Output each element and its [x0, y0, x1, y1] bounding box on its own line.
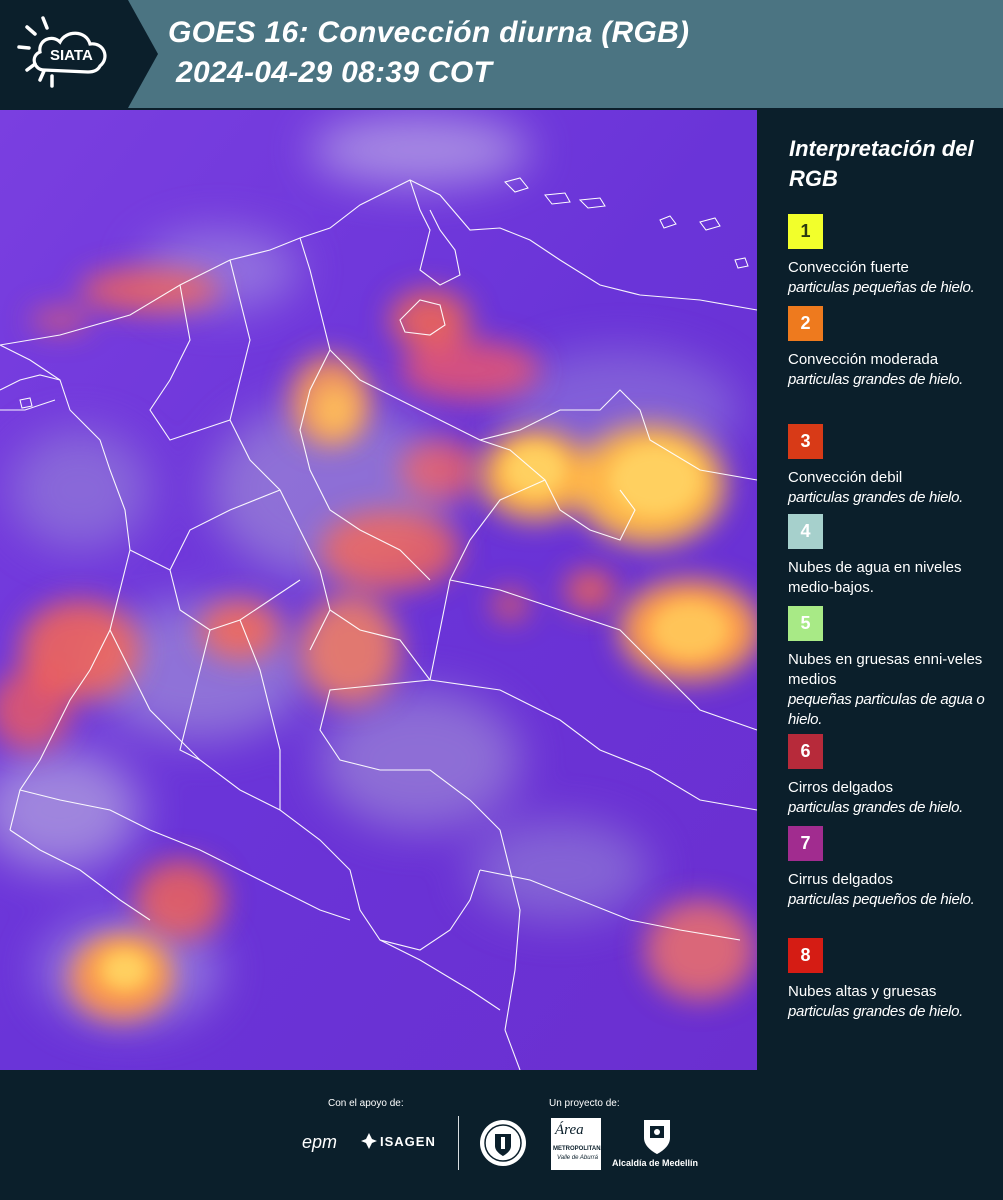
- area-metropolitana-logo: Área METROPOLITANA Valle de Aburrá: [551, 1118, 605, 1170]
- legend-item-4: 4 Nubes de agua en niveles medio-bajos.: [788, 514, 993, 598]
- legend-item-subtitle: particulas pequeños de hielo.: [788, 891, 975, 908]
- alcaldia-label: Alcaldía de Medellín: [612, 1158, 699, 1168]
- legend-item-subtitle: particulas pequeñas de hielo.: [788, 279, 975, 296]
- legend-item-3: 3 Convección debil particulas grandes de h…: [788, 424, 993, 508]
- support-label: Con el apoyo de:: [328, 1098, 404, 1109]
- page-title: GOES 16: Convección diurna (RGB): [168, 16, 690, 49]
- legend-item-2: 2 Convección moderada particulas grandes d…: [788, 306, 993, 390]
- isagen-logo: ISAGEN: [360, 1132, 435, 1155]
- legend-swatch: 1: [788, 214, 823, 249]
- siata-logo-text: SIATA: [50, 47, 93, 64]
- legend-item-title: Nubes altas y gruesas: [788, 983, 937, 1000]
- page-timestamp: 2024-04-29 08:39 COT: [176, 56, 493, 89]
- legend-swatch: 2: [788, 306, 823, 341]
- epm-logo: epm: [302, 1132, 338, 1152]
- footer-divider: [458, 1116, 459, 1170]
- footer: Con el apoyo de: Un proyecto de: epm ISA…: [0, 1070, 1003, 1200]
- legend-swatch: 8: [788, 938, 823, 973]
- header-bar: SIATA GOES 16: Convección diurna (RGB) 2…: [0, 0, 1003, 108]
- siata-logo: SIATA: [0, 0, 160, 108]
- legend-item-subtitle: pequeñas particulas de agua o hielo.: [788, 691, 985, 728]
- legend-item-subtitle: particulas grandes de hielo.: [788, 1003, 964, 1020]
- legend-item-8: 8 Nubes altas y gruesas particulas grandes…: [788, 938, 993, 1022]
- legend-item-1: 1 Convección fuerte particulas pequeñas de…: [788, 214, 993, 298]
- legend-item-title: Convección debil: [788, 469, 903, 486]
- legend-swatch: 6: [788, 734, 823, 769]
- legend-item-title: Nubes de agua en niveles medio-bajos.: [788, 559, 962, 596]
- legend-item-subtitle: particulas grandes de hielo.: [788, 799, 964, 816]
- legend-swatch: 7: [788, 826, 823, 861]
- area-logo-word: Área: [555, 1122, 584, 1138]
- area-logo-line3: Valle de Aburrá: [557, 1155, 598, 1161]
- legend-item-5: 5 Nubes en gruesas enni-veles medios peque…: [788, 606, 993, 730]
- medellin-seal-icon: [478, 1118, 528, 1173]
- legend-item-title: Cirros delgados: [788, 779, 894, 796]
- legend-item-title: Nubes en gruesas enni-veles medios: [788, 651, 983, 688]
- legend-panel: Interpretación del RGB 1 Convección fuert…: [760, 110, 1003, 1070]
- project-label: Un proyecto de:: [549, 1098, 620, 1109]
- legend-item-title: Cirrus delgados: [788, 871, 894, 888]
- area-logo-line2: METROPOLITANA: [553, 1146, 605, 1152]
- legend-item-6: 6 Cirros delgados particulas grandes de hi…: [788, 734, 993, 818]
- legend-swatch: 5: [788, 606, 823, 641]
- legend-swatch: 4: [788, 514, 823, 549]
- legend-item-title: Convección moderada: [788, 351, 939, 368]
- isagen-icon: [361, 1133, 377, 1149]
- legend-item-subtitle: particulas grandes de hielo.: [788, 371, 964, 388]
- legend-item-7: 7 Cirrus delgados particulas pequeños de h…: [788, 826, 993, 910]
- legend-swatch: 3: [788, 424, 823, 459]
- satellite-map: [0, 110, 757, 1070]
- legend-item-subtitle: particulas grandes de hielo.: [788, 489, 964, 506]
- legend-title: Interpretación del RGB: [789, 136, 974, 191]
- satellite-image: [0, 110, 757, 1070]
- legend-item-title: Convección fuerte: [788, 259, 909, 276]
- isagen-label: ISAGEN: [380, 1134, 436, 1149]
- alcaldia-shield-icon: [642, 1118, 672, 1161]
